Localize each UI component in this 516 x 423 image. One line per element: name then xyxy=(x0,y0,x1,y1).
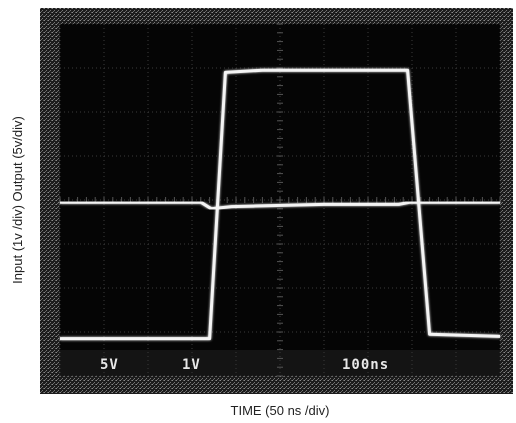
scale-label-channel2: 1V xyxy=(182,357,201,373)
scale-label-timebase: 100ns xyxy=(342,357,389,373)
graticule xyxy=(59,23,501,377)
y-axis-label: Input (1v /div) Output (5v/div) xyxy=(10,116,25,284)
x-axis-label: TIME (50 ns /div) xyxy=(231,403,330,418)
scale-readout-strip xyxy=(60,350,500,376)
traces xyxy=(60,68,501,341)
input-trace xyxy=(60,200,500,211)
scale-label-channel1: 5V xyxy=(100,357,119,373)
output-trace xyxy=(60,68,501,341)
